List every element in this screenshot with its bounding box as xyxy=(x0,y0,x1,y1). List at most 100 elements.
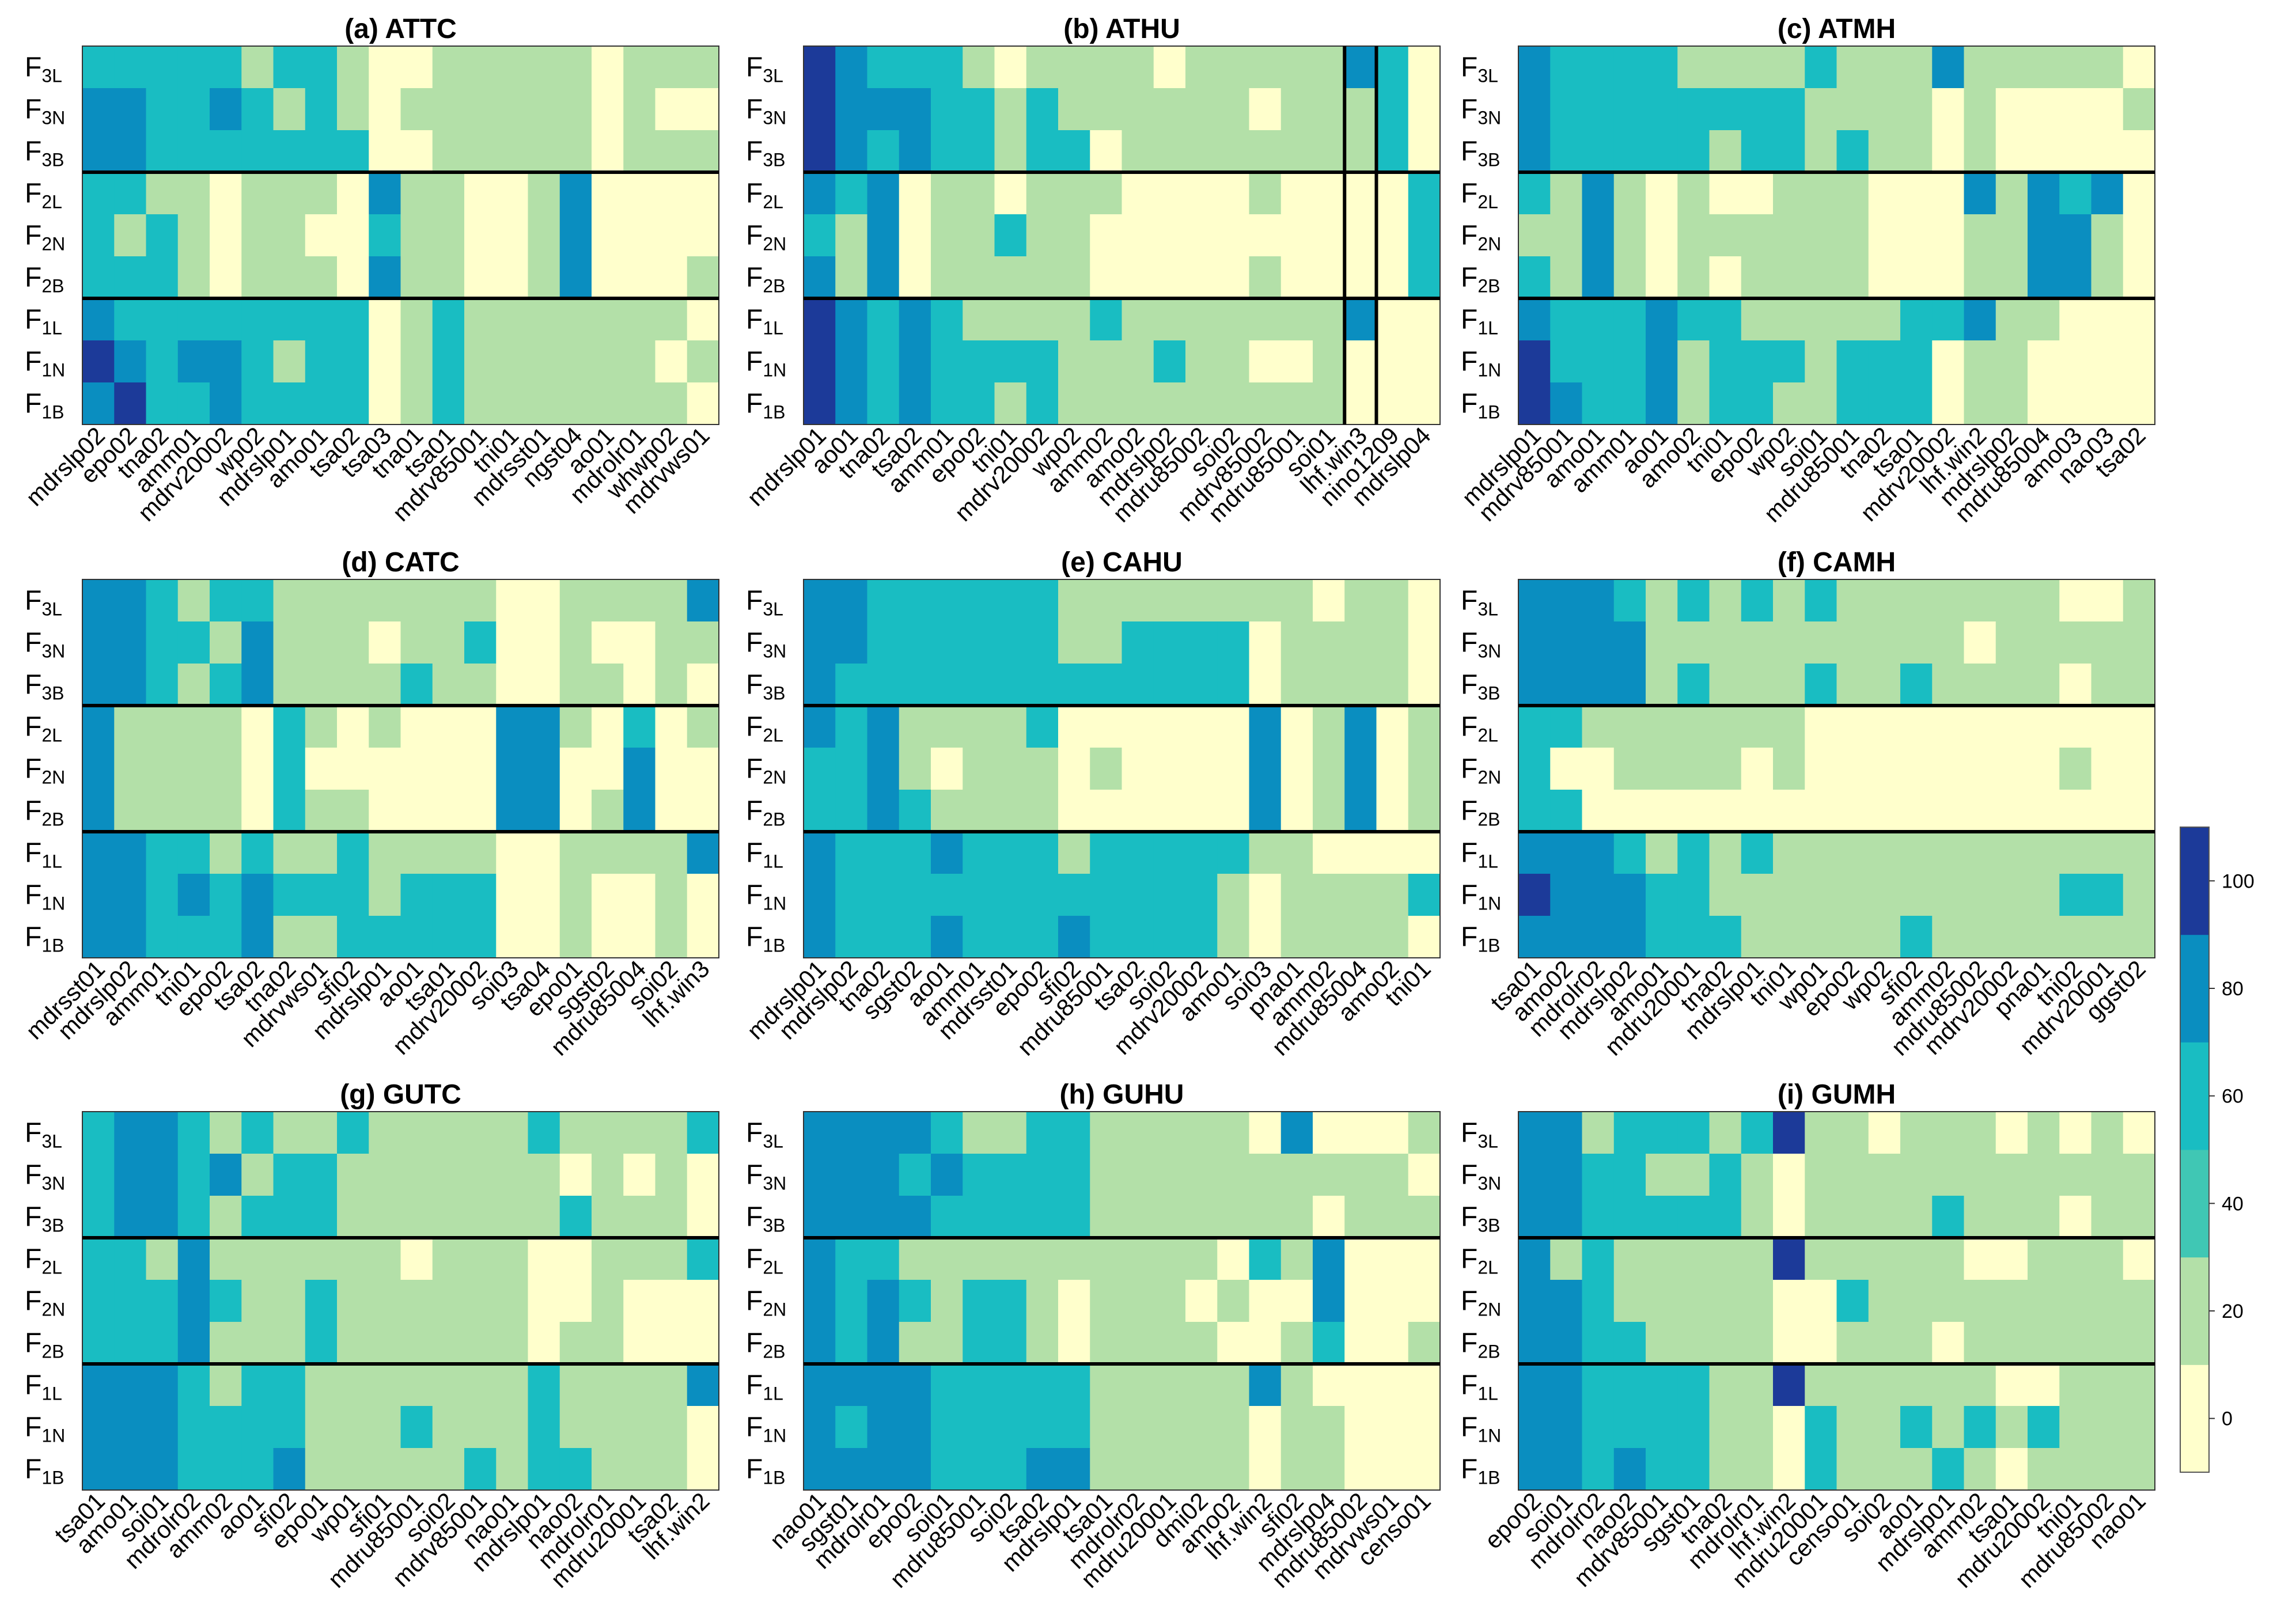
heatmap-cell xyxy=(592,214,624,257)
heatmap-cell xyxy=(114,298,147,341)
heatmap-cell xyxy=(655,579,688,622)
heatmap-cell xyxy=(899,790,931,832)
row-label: F1B xyxy=(25,1454,64,1488)
heatmap-cell xyxy=(1090,874,1123,916)
heatmap-cell xyxy=(496,706,529,748)
heatmap-cell xyxy=(623,874,656,916)
heatmap-cell xyxy=(1122,874,1154,916)
heatmap-cell xyxy=(210,340,242,383)
heatmap-cell xyxy=(623,579,656,622)
heatmap-cell xyxy=(1582,1364,1615,1407)
heatmap-cell xyxy=(1868,172,1901,215)
heatmap-cell xyxy=(1709,340,1742,383)
heatmap-cell xyxy=(114,916,147,958)
heatmap-cell xyxy=(496,1154,529,1196)
heatmap-cell xyxy=(835,172,868,215)
heatmap-cell xyxy=(899,1364,931,1407)
heatmap-cell xyxy=(2123,214,2155,257)
heatmap-cell xyxy=(2059,1112,2092,1154)
heatmap-cell xyxy=(305,1154,338,1196)
row-label: F3N xyxy=(746,628,786,662)
heatmap-cell xyxy=(559,1238,592,1280)
heatmap-cell xyxy=(1995,874,2028,916)
heatmap-cell xyxy=(528,748,560,790)
heatmap-cell xyxy=(337,298,369,341)
heatmap-cell xyxy=(1868,1112,1901,1154)
panel-9: (i) GUMHF3LF3NF3BF2LF2NF2BF1LF1NF1Bepo02… xyxy=(1461,1079,2155,1593)
heatmap-cell xyxy=(2091,1280,2124,1322)
row-label: F2L xyxy=(746,1244,783,1278)
heatmap-cell xyxy=(1709,214,1742,257)
heatmap-cell xyxy=(1185,88,1218,131)
heatmap-cell xyxy=(1344,88,1377,131)
heatmap-cell xyxy=(1646,1280,1678,1322)
heatmap-cell xyxy=(1709,748,1742,790)
heatmap-cell xyxy=(1709,88,1742,131)
heatmap-cell xyxy=(867,1364,900,1407)
heatmap-cell xyxy=(1185,1448,1218,1491)
row-label: F1L xyxy=(25,838,62,872)
heatmap-cell xyxy=(82,790,115,832)
heatmap-cell xyxy=(1026,256,1059,299)
heatmap-cell xyxy=(2028,790,2060,832)
heatmap-cell xyxy=(1185,664,1218,706)
heatmap-cell xyxy=(1900,172,1933,215)
heatmap-cell xyxy=(1280,298,1313,341)
row-label: F1N xyxy=(746,347,786,381)
row-label: F2B xyxy=(25,1328,64,1362)
heatmap-cell xyxy=(1677,832,1710,874)
heatmap-cell xyxy=(1868,1196,1901,1238)
heatmap-cell xyxy=(1280,916,1313,958)
heatmap-cell xyxy=(687,664,719,706)
heatmap-cell xyxy=(369,916,401,958)
heatmap-cell xyxy=(273,130,306,173)
heatmap-cell xyxy=(1709,1448,1742,1491)
heatmap-cell xyxy=(464,1238,497,1280)
heatmap-cell xyxy=(1217,748,1250,790)
heatmap-cell xyxy=(1805,706,1837,748)
heatmap-cell xyxy=(1313,298,1345,341)
heatmap-cell xyxy=(1376,172,1409,215)
heatmap-cell xyxy=(1550,874,1583,916)
row-label: F1L xyxy=(746,1370,783,1404)
heatmap-cell xyxy=(1964,748,1996,790)
heatmap-cell xyxy=(2123,382,2155,425)
heatmap-cell xyxy=(1900,1364,1933,1407)
heatmap-cell xyxy=(1249,88,1282,131)
heatmap-cell xyxy=(1995,1364,2028,1407)
row-label: F1N xyxy=(25,347,65,381)
heatmap-cell xyxy=(210,748,242,790)
heatmap-cell xyxy=(1550,256,1583,299)
heatmap-cell xyxy=(1518,1364,1551,1407)
heatmap-cell xyxy=(1217,916,1250,958)
heatmap-cell xyxy=(1582,1154,1615,1196)
heatmap-cell xyxy=(1995,664,2028,706)
heatmap-cell xyxy=(1646,382,1678,425)
heatmap-cell xyxy=(177,916,210,958)
row-label: F1L xyxy=(1461,838,1498,872)
heatmap-cell xyxy=(1741,130,1774,173)
heatmap-cell xyxy=(305,298,338,341)
heatmap-cell xyxy=(1677,340,1710,383)
heatmap-cell xyxy=(369,130,401,173)
heatmap-cell xyxy=(432,1322,465,1364)
heatmap-cell xyxy=(1900,664,1933,706)
heatmap-cell xyxy=(1677,1322,1710,1364)
heatmap-cell xyxy=(1090,46,1123,89)
heatmap-cell xyxy=(496,172,529,215)
heatmap-cell xyxy=(1741,1196,1774,1238)
heatmap-cell xyxy=(1313,579,1345,622)
heatmap-cell xyxy=(146,832,179,874)
heatmap-cell xyxy=(835,621,868,664)
heatmap-cell xyxy=(1900,88,1933,131)
heatmap-cell xyxy=(400,1112,433,1154)
heatmap-cell xyxy=(1280,621,1313,664)
heatmap-cell xyxy=(1773,1238,1805,1280)
heatmap-cell xyxy=(528,1196,560,1238)
row-label: F3N xyxy=(25,94,65,128)
heatmap-cell xyxy=(1741,1280,1774,1322)
heatmap-cell xyxy=(1090,88,1123,131)
heatmap-cell xyxy=(1932,130,1965,173)
heatmap-cell xyxy=(1932,1448,1965,1491)
heatmap-cell xyxy=(305,256,338,299)
